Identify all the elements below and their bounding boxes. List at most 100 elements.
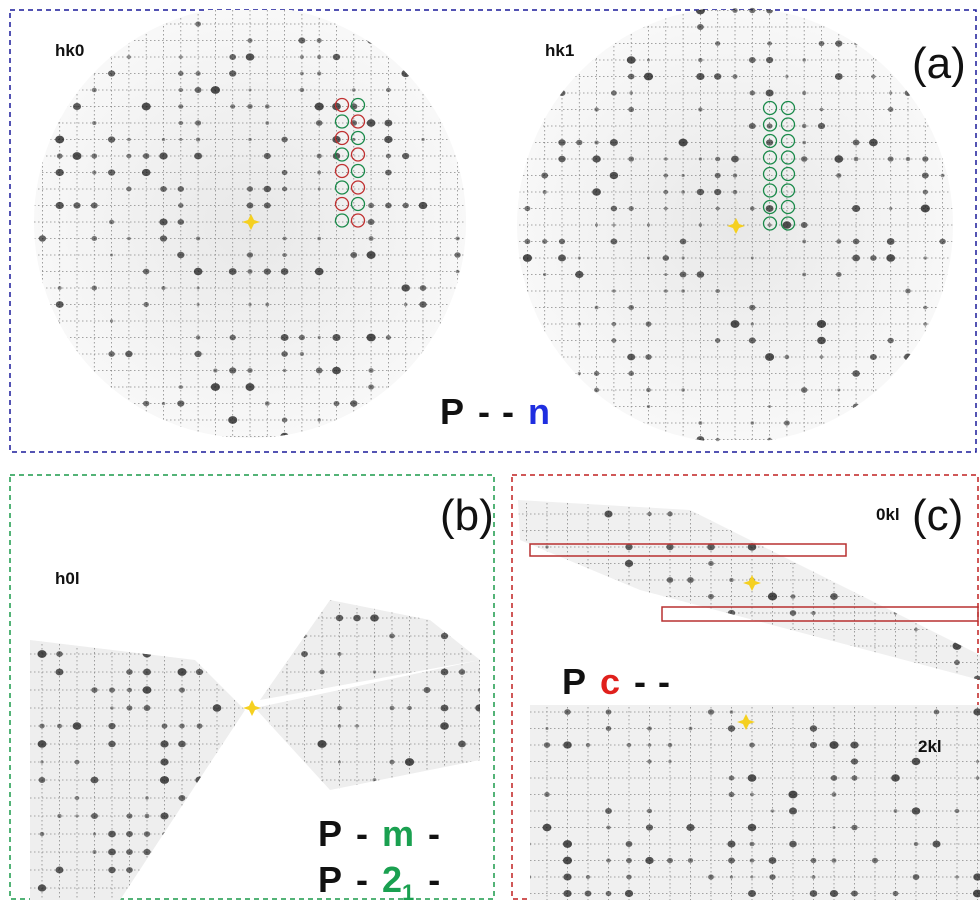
reflection-spot (195, 776, 204, 784)
reflection-spot (605, 626, 612, 633)
reflection-spot (577, 322, 582, 326)
reflection-spot (301, 600, 308, 603)
reflection-spot (421, 352, 425, 356)
index-circle (762, 183, 778, 198)
reflection-spot (871, 577, 879, 583)
reflection-spot (558, 155, 566, 163)
panel-b-border (9, 474, 495, 900)
reflection-spot (893, 528, 898, 533)
reflection-spot (141, 168, 151, 177)
reflection-spot (213, 368, 218, 373)
reflection-spot (522, 254, 532, 262)
reflection-spot (681, 256, 685, 260)
reflection-spot (835, 40, 843, 47)
reflection-spot (300, 71, 304, 76)
reflection-spot (889, 206, 893, 211)
reflection-spot (768, 404, 772, 409)
reflection-spot (766, 123, 773, 129)
reflection-spot (610, 238, 618, 245)
symbol-part: - (428, 859, 440, 900)
reflection-spot (247, 368, 253, 373)
reflection-spot (332, 135, 341, 144)
reflection-spot (56, 367, 63, 374)
reflection-spot (695, 7, 705, 15)
reflection-spot (337, 562, 341, 566)
reflection-spot (178, 87, 184, 93)
index-circle (334, 147, 350, 162)
reflection-spot (195, 21, 201, 27)
reflection-spot (663, 289, 668, 293)
reflection-spot (886, 254, 896, 262)
reflection-spot (809, 890, 818, 897)
reflection-spot (57, 286, 62, 290)
index-circle (780, 150, 796, 165)
reflection-spot (835, 271, 842, 278)
reflection-spot (767, 437, 772, 442)
reflection-spot (177, 251, 185, 259)
reflection-spot (177, 830, 187, 838)
reflection-spot (748, 122, 756, 130)
reflection-spot (384, 432, 393, 438)
reflection-spot (850, 675, 859, 683)
reflection-spot (280, 432, 290, 438)
reflection-spot (230, 758, 239, 766)
reflection-spot (162, 831, 167, 837)
reflection-spot (161, 137, 166, 142)
reflection-spot (195, 71, 201, 76)
reflection-spot (126, 867, 133, 873)
reflection-spot (707, 709, 715, 715)
reflection-spot (231, 525, 238, 531)
reflection-spot (714, 172, 721, 179)
reflection-spot (161, 867, 168, 873)
reflection-spot (56, 633, 63, 639)
reflection-spot (662, 255, 670, 261)
reflection-spot (646, 223, 651, 227)
reflection-spot (802, 272, 807, 277)
reflection-spot (229, 367, 237, 374)
reflection-spot (544, 626, 550, 633)
reflection-spot (869, 138, 878, 147)
reflection-spot (367, 37, 375, 44)
reflection-spot (612, 223, 616, 227)
reflection-spot (609, 171, 619, 180)
reflection-spot (283, 600, 291, 604)
reflection-spot (441, 543, 447, 548)
reflection-spot (228, 268, 237, 275)
reflection-spot (852, 139, 860, 146)
reflection-spot (524, 205, 531, 212)
reflection-spot (161, 401, 166, 406)
reflection-spot (610, 24, 618, 30)
index-circle (780, 133, 796, 149)
reflection-spot (107, 169, 116, 176)
reflection-spot (418, 432, 428, 438)
reflection-spot (829, 642, 839, 650)
reflection-spot (784, 354, 790, 360)
reflection-spot (283, 651, 291, 657)
reflection-spot (74, 759, 80, 765)
reflection-spot (544, 676, 550, 682)
reflection-spot (749, 626, 755, 633)
reflection-spot (57, 401, 62, 406)
reflection-spot (664, 206, 668, 211)
reflection-spot (687, 577, 694, 583)
reflection-spot (126, 705, 133, 711)
reflection-spot (110, 38, 114, 43)
index-circle (780, 216, 796, 231)
reflection-spot (542, 823, 552, 832)
reflection-spot (666, 500, 674, 501)
reflection-spot (195, 668, 204, 676)
reflection-spot (830, 593, 838, 600)
reflection-spot (92, 170, 97, 175)
reflection-spot (811, 610, 816, 616)
reflection-spot (178, 104, 184, 109)
reflection-spot (938, 419, 947, 427)
reflection-spot (193, 267, 203, 276)
reflection-spot (40, 302, 45, 307)
reflection-spot (161, 723, 168, 729)
reflection-spot (179, 723, 185, 729)
reflection-spot (72, 614, 82, 622)
reflection-spot (126, 831, 133, 837)
reflection-spot (871, 74, 876, 79)
index-circle (350, 97, 366, 113)
reflection-spot (914, 627, 918, 632)
